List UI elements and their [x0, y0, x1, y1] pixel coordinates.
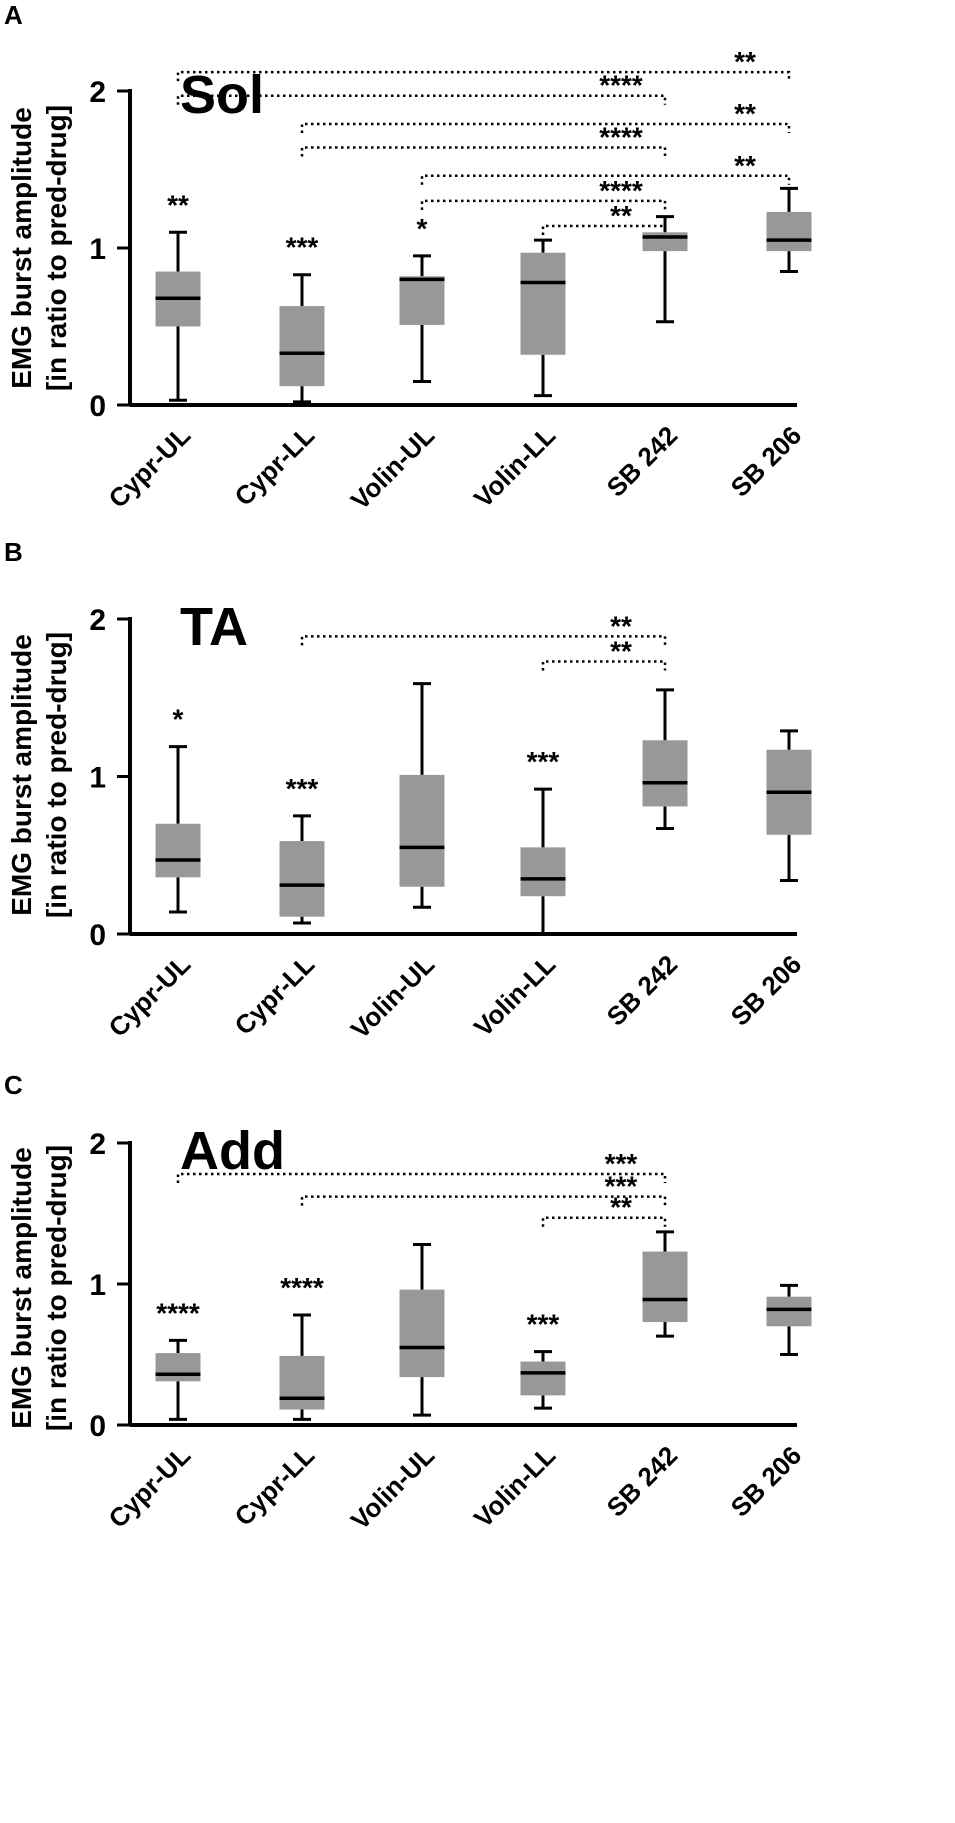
significance-stars: *: [173, 704, 184, 735]
significance-stars: *: [417, 213, 428, 244]
x-category-label: Volin-UL: [345, 1440, 441, 1536]
x-category-label: Cypr-UL: [103, 1440, 197, 1534]
x-category-label: Volin-UL: [345, 420, 441, 516]
box-iqr: [279, 1355, 325, 1410]
x-category-label: Cypr-LL: [229, 1440, 321, 1532]
panel-b-ta: B TA EMG burst amplitude [in ratio to pr…: [4, 537, 812, 1044]
x-category-label: Cypr-UL: [103, 949, 197, 1043]
y-axis-label-line1: EMG burst amplitude: [6, 107, 37, 389]
y-tick-label: 1: [89, 1269, 106, 1302]
y-tick-label: 1: [89, 233, 106, 266]
x-category-label: SB 206: [725, 420, 808, 503]
significance-stars: ****: [280, 1272, 324, 1303]
y-tick-label: 0: [89, 1410, 106, 1443]
y-tick-label: 2: [89, 1128, 106, 1161]
comparison-significance-label: ****: [599, 122, 643, 153]
comparison-bracket: [176, 1172, 667, 1184]
y-axis-label-line2: [in ratio to pred-drug]: [41, 105, 72, 391]
comparison-bracket: [541, 660, 667, 671]
comparison-bracket: [420, 174, 791, 185]
comparison-bracket: [176, 94, 667, 105]
comparison-bracket: [176, 70, 791, 82]
panel-letter: B: [4, 537, 23, 567]
box-iqr: [399, 774, 445, 887]
box-iqr: [279, 841, 325, 917]
comparison-significance-label: ****: [599, 175, 643, 206]
comparison-significance-label: ***: [605, 1148, 638, 1179]
box-iqr: [155, 823, 201, 878]
significance-stars: **: [167, 189, 189, 220]
box-iqr: [642, 1251, 688, 1323]
x-category-label: Volin-LL: [468, 949, 561, 1042]
comparison-bracket: [300, 122, 791, 133]
x-category-label: Cypr-LL: [229, 949, 321, 1041]
box-iqr: [766, 1296, 812, 1327]
significance-stars: ***: [527, 1309, 560, 1340]
x-category-label: Cypr-LL: [229, 420, 321, 512]
x-category-label: SB 206: [725, 949, 808, 1032]
box-iqr: [520, 1361, 566, 1396]
y-axis-label-line1: EMG burst amplitude: [6, 634, 37, 916]
panel-a-sol: A Sol EMG burst amplitude [in ratio to p…: [4, 0, 812, 515]
box-iqr: [155, 1353, 201, 1382]
x-category-label: Volin-LL: [468, 1440, 561, 1533]
comparison-significance-label: **: [610, 610, 632, 641]
x-category-label: Volin-UL: [345, 949, 441, 1045]
significance-stars: ***: [286, 773, 319, 804]
box-iqr: [279, 306, 325, 387]
box-iqr: [642, 232, 688, 252]
panel-title: TA: [180, 597, 248, 657]
box-iqr: [399, 276, 445, 325]
panel-c-add: C Add EMG burst amplitude [in ratio to p…: [4, 1070, 812, 1535]
box-iqr: [520, 252, 566, 355]
comparison-significance-label: **: [610, 1192, 632, 1223]
box-iqr: [766, 211, 812, 252]
y-tick-label: 0: [89, 919, 106, 952]
comparison-significance-label: ***: [605, 1171, 638, 1202]
comparison-significance-label: **: [610, 636, 632, 667]
x-category-label: SB 242: [601, 1440, 684, 1523]
comparison-significance-label: **: [610, 200, 632, 231]
comparison-bracket: [541, 1216, 667, 1227]
panel-title: Sol: [180, 65, 264, 125]
y-tick-label: 0: [89, 390, 106, 423]
significance-stars: ***: [286, 232, 319, 263]
comparison-significance-label: **: [734, 46, 756, 77]
y-tick-label: 2: [89, 604, 106, 637]
y-axis-label-line2: [in ratio to pred-drug]: [41, 1145, 72, 1431]
x-category-label: SB 242: [601, 420, 684, 503]
y-axis-label-line1: EMG burst amplitude: [6, 1147, 37, 1429]
significance-stars: ****: [156, 1297, 200, 1328]
x-category-label: SB 206: [725, 1440, 808, 1523]
y-tick-label: 2: [89, 76, 106, 109]
y-axis-label-line2: [in ratio to pred-drug]: [41, 632, 72, 918]
panel-letter: C: [4, 1070, 23, 1100]
box-iqr: [520, 847, 566, 897]
comparison-significance-label: ****: [599, 70, 643, 101]
x-category-label: SB 242: [601, 949, 684, 1032]
panel-letter: A: [4, 0, 23, 30]
significance-stars: ***: [527, 746, 560, 777]
comparison-significance-label: **: [734, 150, 756, 181]
comparison-significance-label: **: [734, 98, 756, 129]
x-category-label: Volin-LL: [468, 420, 561, 513]
x-category-label: Cypr-UL: [103, 420, 197, 514]
y-tick-label: 1: [89, 762, 106, 795]
box-iqr: [642, 740, 688, 807]
panel-title: Add: [180, 1121, 285, 1181]
box-iqr: [399, 1289, 445, 1378]
